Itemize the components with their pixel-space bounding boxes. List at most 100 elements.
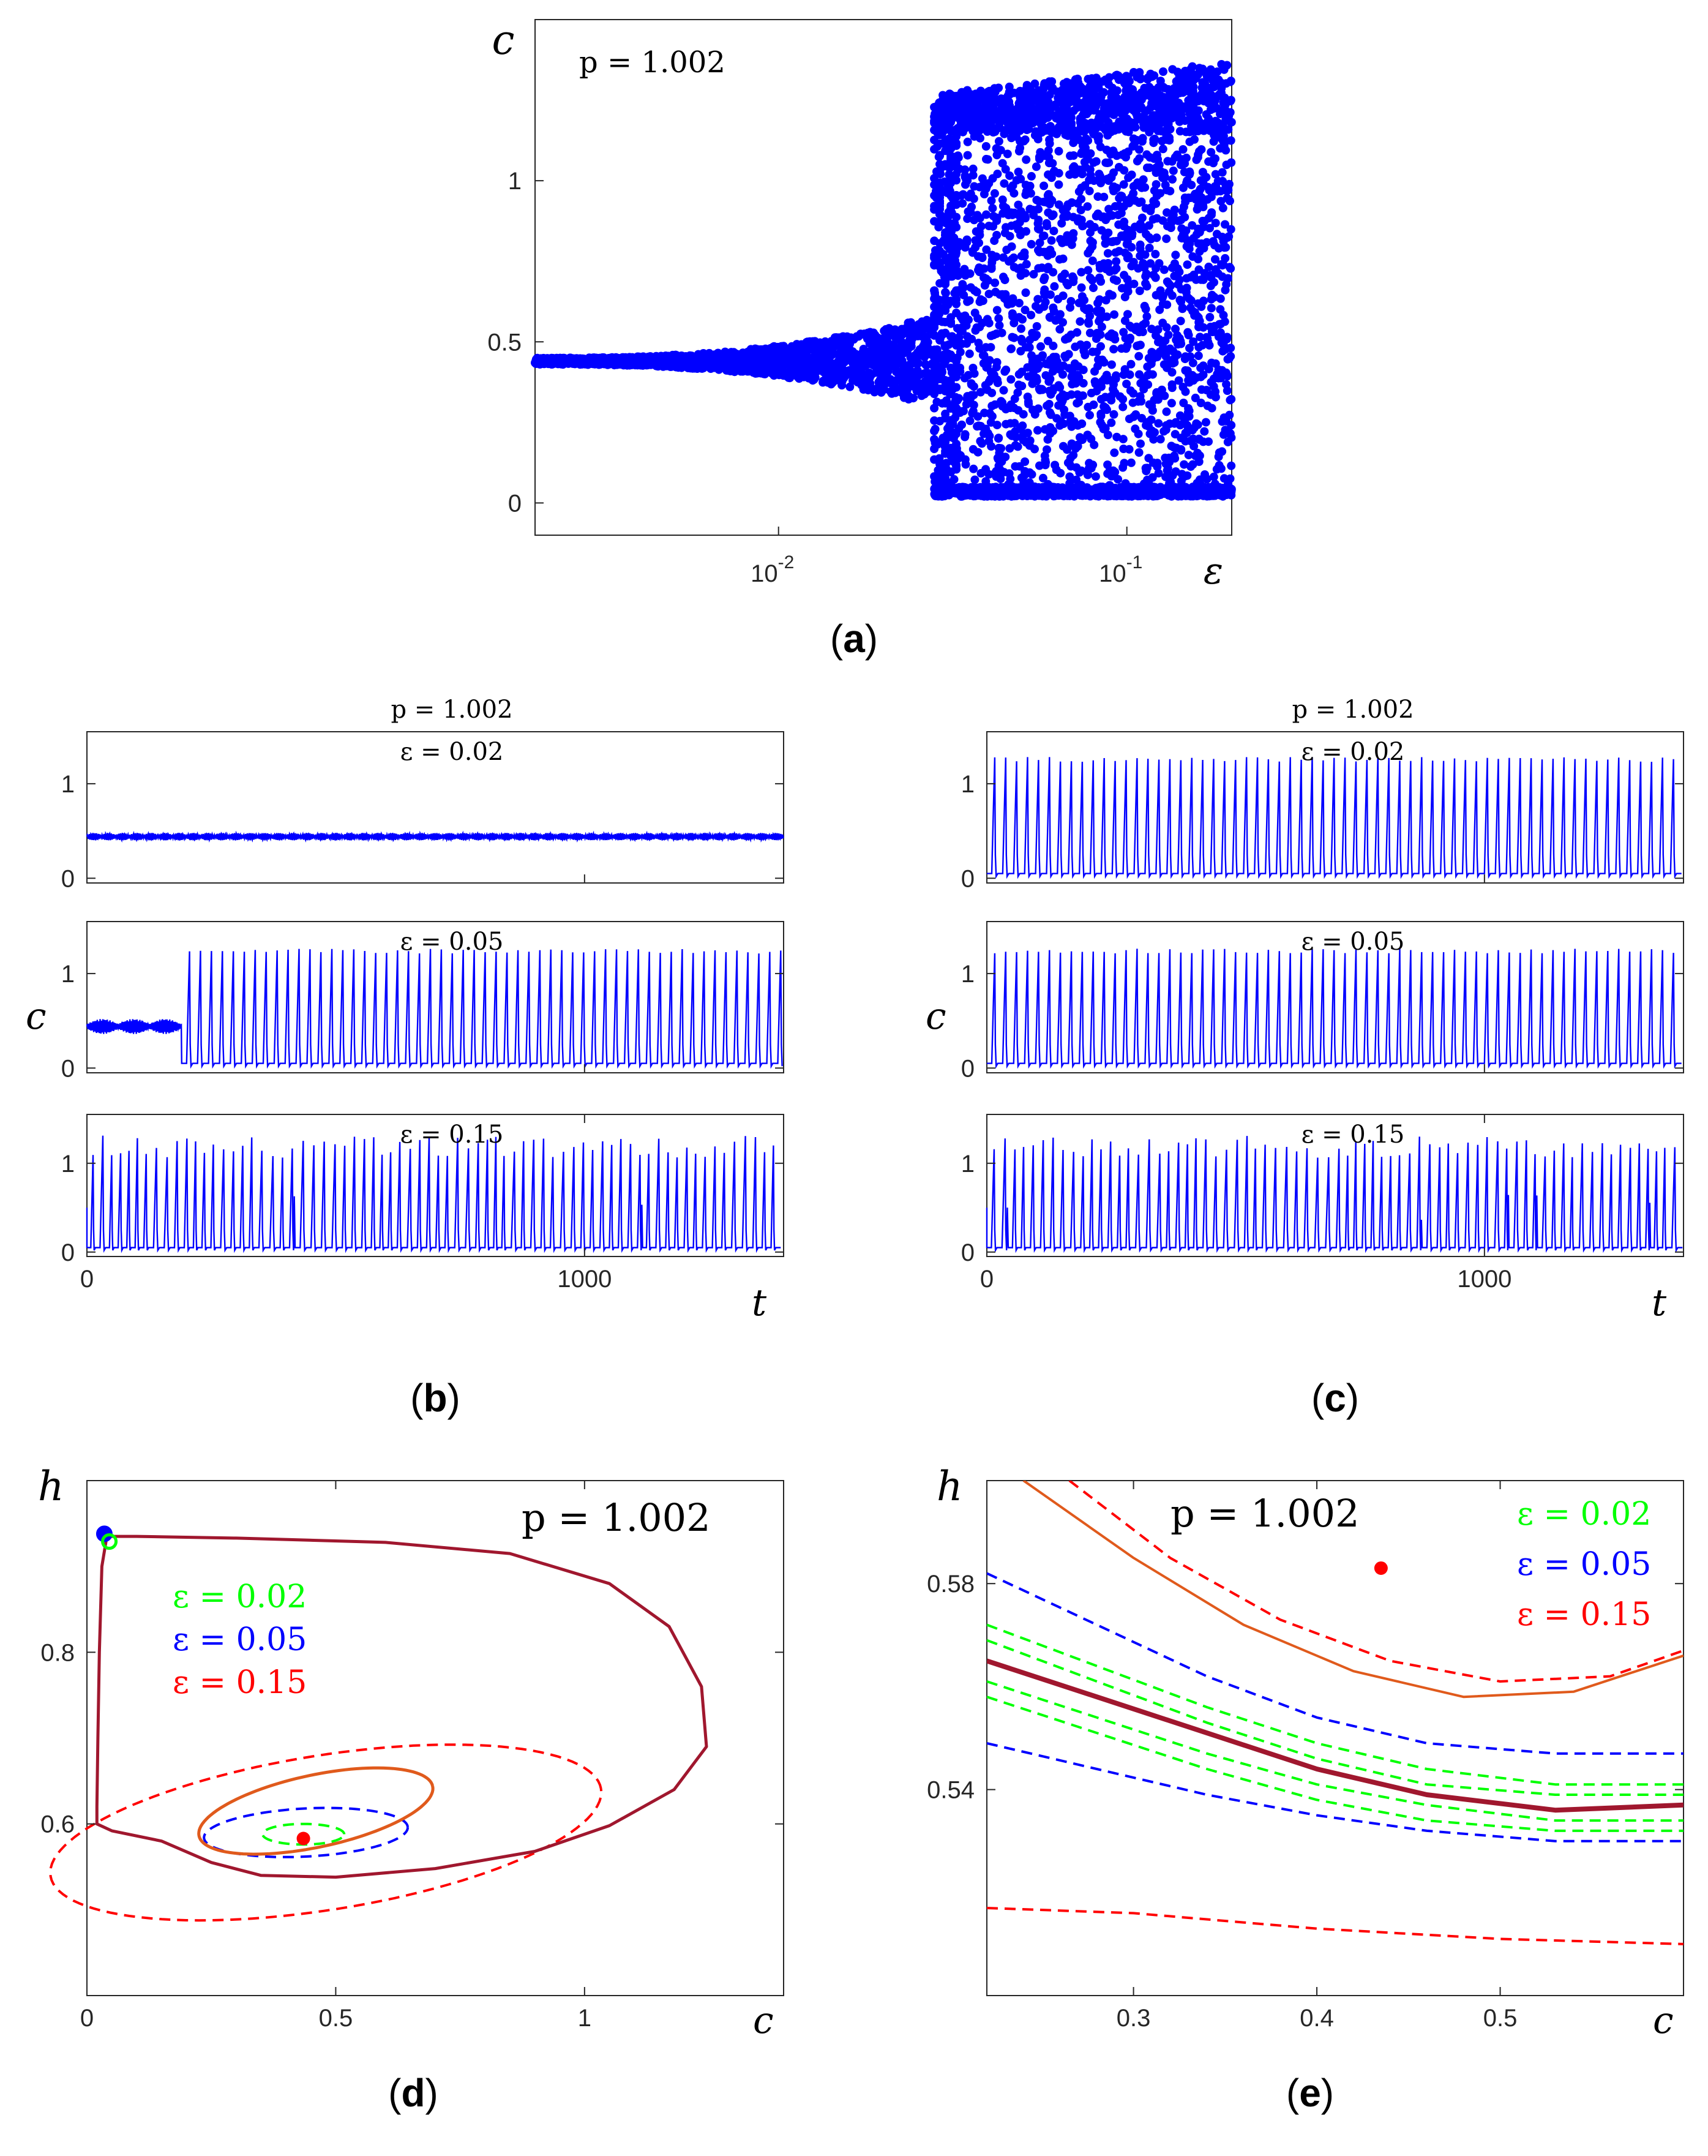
- data-point: [1126, 386, 1135, 395]
- data-point: [953, 353, 962, 362]
- data-point: [947, 380, 956, 389]
- data-point: [1226, 429, 1235, 438]
- data-point: [870, 338, 879, 347]
- data-point: [1039, 181, 1049, 190]
- data-point: [720, 355, 729, 364]
- data-point: [1213, 124, 1222, 133]
- data-point: [1001, 290, 1010, 299]
- data-point: [1152, 331, 1160, 340]
- data-point: [1218, 168, 1227, 177]
- data-point: [984, 290, 994, 299]
- data-point: [1093, 209, 1103, 219]
- data-point: [984, 437, 994, 446]
- data-point: [1147, 325, 1156, 334]
- data-point: [1199, 370, 1208, 380]
- data-point: [1020, 252, 1029, 261]
- data-point: [800, 357, 809, 366]
- data-point: [987, 264, 996, 273]
- data-point: [1082, 103, 1091, 112]
- data-point: [1035, 461, 1044, 470]
- data-point: [1014, 146, 1024, 156]
- data-point: [1152, 180, 1161, 189]
- data-point: [1173, 350, 1182, 359]
- data-point: [1111, 374, 1120, 383]
- data-point: [1119, 202, 1128, 211]
- data-point: [890, 360, 899, 369]
- data-point: [1067, 119, 1076, 128]
- data-point: [935, 182, 944, 192]
- data-point: [1218, 347, 1227, 356]
- data-point: [965, 416, 975, 426]
- data-point: [1175, 127, 1185, 136]
- data-point: [809, 355, 818, 364]
- data-point: [1014, 200, 1023, 209]
- data-point: [1209, 472, 1218, 481]
- data-point: [1107, 360, 1116, 369]
- data-point: [1058, 441, 1068, 451]
- data-point: [994, 461, 1003, 470]
- data-point: [1147, 113, 1156, 122]
- data-point: [1085, 411, 1094, 419]
- data-point: [1045, 200, 1054, 209]
- data-point: [983, 155, 992, 164]
- data-point: [1213, 67, 1222, 77]
- data-point: [769, 353, 778, 362]
- data-point: [830, 372, 839, 381]
- data-point: [942, 459, 951, 468]
- data-point: [1000, 228, 1009, 238]
- data-point: [1007, 344, 1016, 353]
- data-point: [1136, 439, 1145, 448]
- data-point: [1226, 351, 1235, 361]
- data-point: [967, 90, 976, 99]
- data-point: [1027, 239, 1036, 249]
- data-point: [1148, 406, 1157, 415]
- data-point: [1089, 176, 1098, 186]
- data-point: [744, 366, 753, 374]
- data-point: [1041, 298, 1050, 307]
- data-point: [651, 360, 661, 369]
- data-point: [1067, 390, 1076, 399]
- data-point: [1054, 180, 1063, 189]
- data-point: [973, 211, 982, 220]
- data-point: [971, 242, 980, 252]
- data-point: [1018, 421, 1027, 430]
- data-point: [1190, 135, 1199, 144]
- data-point: [1063, 200, 1073, 209]
- data-point: [1140, 223, 1149, 232]
- data-point: [1158, 145, 1167, 154]
- data-point: [1211, 170, 1220, 179]
- data-point: [938, 317, 947, 326]
- data-point: [1137, 181, 1145, 189]
- data-point: [1219, 430, 1228, 439]
- data-point: [1221, 220, 1229, 229]
- data-point: [1067, 439, 1076, 448]
- data-point: [1038, 351, 1047, 360]
- data-point: [549, 358, 558, 367]
- data-point: [1174, 99, 1183, 107]
- data-point: [931, 438, 940, 448]
- data-point: [1221, 79, 1230, 88]
- data-point: [978, 439, 986, 448]
- data-point: [1219, 413, 1229, 423]
- bifurcation-points: [531, 60, 1236, 501]
- data-point: [1125, 321, 1134, 331]
- data-point: [1109, 345, 1118, 354]
- data-point: [1206, 271, 1215, 280]
- data-point: [1177, 446, 1186, 455]
- data-point: [826, 348, 836, 357]
- data-point: [1135, 103, 1144, 113]
- data-point: [1215, 448, 1224, 457]
- data-point: [1223, 386, 1232, 395]
- data-point: [1215, 79, 1224, 88]
- data-point: [932, 193, 941, 203]
- data-point: [1183, 176, 1192, 185]
- data-point: [798, 350, 807, 358]
- data-point: [1143, 362, 1152, 371]
- data-point: [864, 386, 873, 395]
- data-point: [839, 353, 848, 362]
- data-point: [1057, 274, 1066, 283]
- data-point: [1020, 211, 1029, 220]
- data-point: [1118, 402, 1128, 411]
- data-point: [1213, 269, 1223, 278]
- data-point: [1202, 475, 1212, 484]
